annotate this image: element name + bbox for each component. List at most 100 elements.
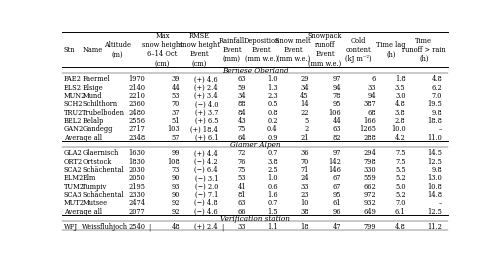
- Text: 2.3: 2.3: [267, 92, 278, 100]
- Text: 9.8: 9.8: [431, 108, 442, 116]
- Text: Stn: Stn: [64, 46, 75, 54]
- Text: 387: 387: [364, 100, 376, 108]
- Text: 24: 24: [300, 174, 309, 182]
- Text: (−) 3.1: (−) 3.1: [195, 174, 218, 182]
- Text: ORT2: ORT2: [64, 157, 83, 165]
- Text: 5.2: 5.2: [395, 174, 405, 182]
- Text: (−) 4.0: (−) 4.0: [195, 100, 218, 108]
- Text: Trubelboden: Trubelboden: [82, 108, 125, 116]
- Text: 64: 64: [238, 133, 246, 141]
- Text: Elm: Elm: [82, 174, 96, 182]
- Text: 94: 94: [333, 84, 341, 91]
- Text: Gandegg: Gandegg: [82, 125, 113, 133]
- Text: 19.5: 19.5: [427, 100, 442, 108]
- Text: RMSE
snow height
Event
(cm): RMSE snow height Event (cm): [179, 32, 220, 67]
- Text: 6.1: 6.1: [395, 207, 405, 215]
- Text: 95: 95: [333, 190, 341, 198]
- Text: 106: 106: [329, 108, 341, 116]
- Text: Deposition
Event
(mm w.e.): Deposition Event (mm w.e.): [244, 37, 280, 63]
- Text: (+) 18.4: (+) 18.4: [190, 125, 218, 133]
- Text: –: –: [439, 125, 442, 133]
- Text: 10.8: 10.8: [427, 182, 442, 190]
- Text: Schilthorn: Schilthorn: [82, 100, 118, 108]
- Text: GAN2: GAN2: [64, 125, 84, 133]
- Text: 45: 45: [300, 92, 309, 100]
- Text: Bernese Oberland: Bernese Oberland: [222, 66, 288, 74]
- Text: MUN2: MUN2: [64, 92, 86, 100]
- Text: 294: 294: [363, 149, 376, 157]
- Text: 7.5: 7.5: [395, 149, 405, 157]
- Text: 799: 799: [364, 223, 376, 230]
- Text: 166: 166: [364, 117, 376, 124]
- Text: 44: 44: [171, 84, 180, 91]
- Text: 29: 29: [300, 75, 309, 83]
- Text: SCA2: SCA2: [64, 165, 82, 173]
- Text: 18.8: 18.8: [427, 117, 442, 124]
- Text: 6.2: 6.2: [431, 84, 442, 91]
- Text: 0.4: 0.4: [267, 125, 278, 133]
- Text: 37: 37: [172, 108, 180, 116]
- Text: 33: 33: [300, 182, 309, 190]
- Text: 90: 90: [172, 190, 180, 198]
- Text: 10: 10: [300, 198, 309, 207]
- Text: 1.3: 1.3: [267, 84, 278, 91]
- Text: 972: 972: [364, 190, 376, 198]
- Text: (+) 3.7: (+) 3.7: [195, 108, 218, 116]
- Text: 2474: 2474: [128, 198, 145, 207]
- Text: 97: 97: [333, 149, 341, 157]
- Text: 70: 70: [172, 100, 180, 108]
- Text: 81: 81: [238, 190, 246, 198]
- Text: 10.0: 10.0: [391, 125, 405, 133]
- Text: 70: 70: [300, 157, 309, 165]
- Text: 0.9: 0.9: [267, 133, 278, 141]
- Text: 2540: 2540: [128, 223, 145, 230]
- Text: ELS2: ELS2: [64, 84, 82, 91]
- Text: 18: 18: [300, 223, 309, 230]
- Text: 47: 47: [333, 223, 341, 230]
- Text: 53: 53: [238, 174, 246, 182]
- Text: 5.0: 5.0: [395, 182, 405, 190]
- Text: 53: 53: [171, 92, 180, 100]
- Text: Rainfall
Event
(mm): Rainfall Event (mm): [219, 37, 245, 63]
- Text: 41: 41: [238, 182, 246, 190]
- Text: 0.2: 0.2: [267, 117, 278, 124]
- Text: 90: 90: [172, 174, 180, 182]
- Text: 71: 71: [300, 165, 309, 173]
- Text: Verification station: Verification station: [220, 214, 290, 222]
- Text: 97: 97: [333, 75, 341, 83]
- Text: Name: Name: [82, 46, 103, 54]
- Text: 5.5: 5.5: [395, 165, 405, 173]
- Text: 43: 43: [238, 117, 246, 124]
- Text: 0.5: 0.5: [267, 100, 278, 108]
- Text: Elsige: Elsige: [82, 84, 103, 91]
- Text: 14.8: 14.8: [427, 190, 442, 198]
- Text: 48: 48: [171, 223, 180, 230]
- Text: 33: 33: [238, 223, 246, 230]
- Text: 1830: 1830: [128, 157, 145, 165]
- Text: (+) 2.4: (+) 2.4: [194, 223, 218, 230]
- Text: 12.5: 12.5: [427, 207, 442, 215]
- Text: TRU2: TRU2: [64, 108, 83, 116]
- Text: 34: 34: [238, 92, 246, 100]
- Text: 2077: 2077: [128, 207, 145, 215]
- Text: 4.2: 4.2: [395, 133, 405, 141]
- Text: 7.0: 7.0: [395, 198, 405, 207]
- Text: (+) 2.4: (+) 2.4: [194, 84, 218, 91]
- Text: |: |: [148, 223, 150, 230]
- Text: 5.2: 5.2: [395, 190, 405, 198]
- Text: 14: 14: [300, 100, 309, 108]
- Text: 96: 96: [333, 207, 341, 215]
- Text: 63: 63: [238, 198, 246, 207]
- Text: 94: 94: [368, 92, 376, 100]
- Text: 93: 93: [171, 182, 180, 190]
- Text: 78: 78: [333, 92, 341, 100]
- Text: 57: 57: [172, 133, 180, 141]
- Text: Altitude
(m): Altitude (m): [104, 41, 131, 58]
- Text: 34: 34: [300, 84, 309, 91]
- Text: 75: 75: [238, 165, 246, 173]
- Text: 1.1: 1.1: [267, 223, 278, 230]
- Text: 73: 73: [172, 165, 180, 173]
- Text: Time lag
(h): Time lag (h): [376, 41, 405, 58]
- Text: 7.0: 7.0: [432, 92, 442, 100]
- Text: (−) 7.1: (−) 7.1: [195, 190, 218, 198]
